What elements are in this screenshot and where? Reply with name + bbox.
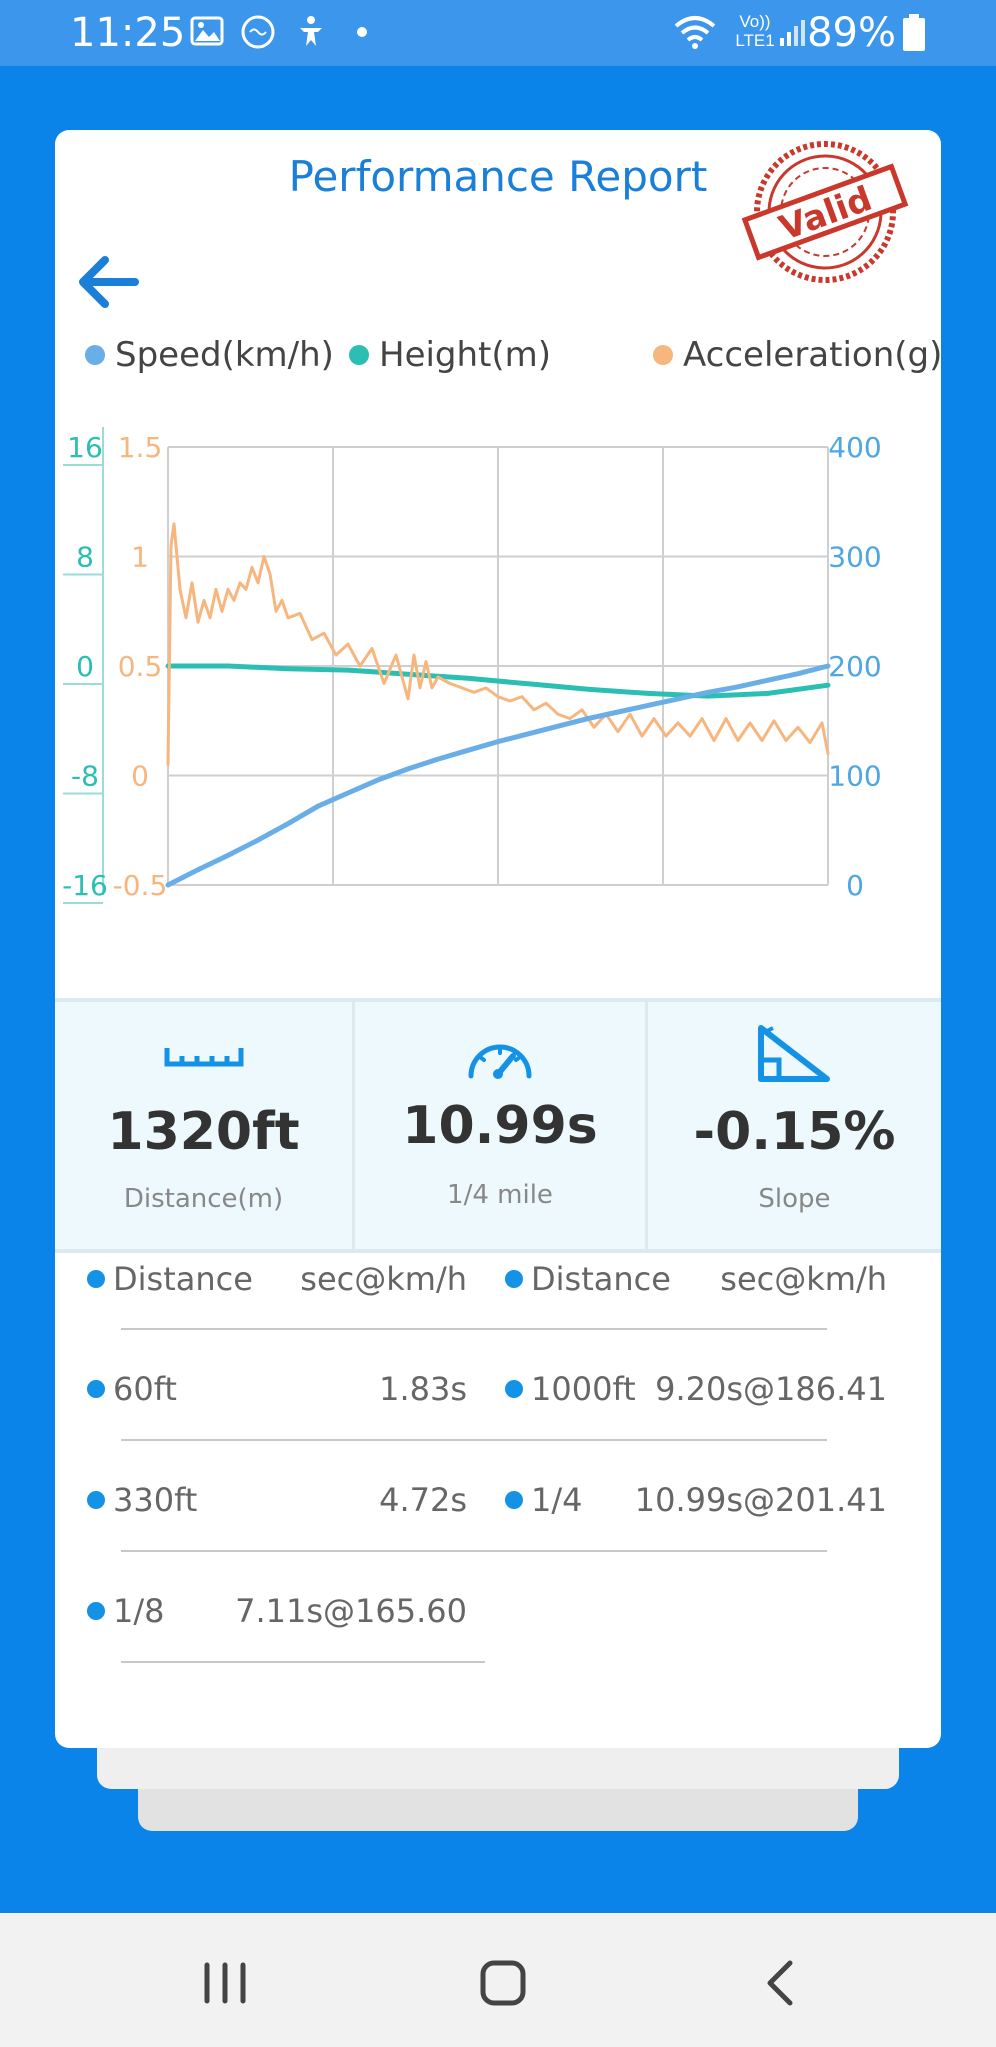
series-line-accel — [166, 522, 830, 767]
accel-axis-label: 1.5 — [118, 431, 163, 464]
back-arrow-icon[interactable] — [73, 240, 153, 320]
report-title: Performance Report — [288, 152, 708, 201]
navigation-bar — [0, 1913, 996, 2047]
bullet-dot — [87, 1380, 105, 1398]
split-row-60ft: 60ft 1.83s — [87, 1370, 467, 1430]
ruler-icon — [164, 1048, 243, 1067]
split-row-1000ft: 1000ft 9.20s@186.41 — [505, 1370, 887, 1430]
dot-icon — [357, 27, 367, 37]
speed-axis-label: 0 — [846, 869, 864, 902]
legend-label-height: Height(m) — [379, 335, 552, 375]
split-name: 60ft — [113, 1370, 177, 1408]
legend-label-speed: Speed(km/h) — [115, 335, 334, 375]
recent-apps-icon[interactable] — [185, 1943, 265, 2023]
height-axis-label: 0 — [76, 650, 94, 683]
split-value: 7.11s@165.60 — [235, 1592, 467, 1630]
stat-quarter-mile-value: 10.99s — [402, 1096, 598, 1156]
split-header-right: Distance sec@km/h — [505, 1260, 887, 1320]
split-header-name: Distance — [531, 1260, 671, 1298]
stat-distance-label: Distance(m) — [123, 1184, 284, 1214]
stat-distance-value: 1320ft — [107, 1102, 300, 1162]
split-value: 4.72s — [379, 1481, 467, 1519]
split-divider — [121, 1328, 827, 1330]
accel-axis-label: 1 — [131, 541, 149, 574]
split-value: 10.99s@201.41 — [634, 1481, 887, 1519]
split-name: 1/4 — [531, 1481, 583, 1519]
bullet-dot — [87, 1602, 105, 1620]
legend-dot-height — [349, 344, 369, 365]
battery-icon — [903, 14, 925, 51]
speedometer-icon — [468, 1044, 532, 1079]
bullet-dot — [87, 1491, 105, 1509]
stat-quarter-mile: 10.99s 1/4 mile — [355, 1002, 645, 1249]
split-row-eighth: 1/8 7.11s@165.60 — [87, 1592, 467, 1652]
bullet-dot — [505, 1491, 523, 1509]
height-axis-label: 16 — [67, 431, 103, 464]
stat-slope-value: -0.15% — [693, 1102, 896, 1162]
speed-axis-label: 300 — [828, 541, 881, 574]
slope-icon — [757, 1025, 830, 1082]
gallery-icon — [190, 16, 224, 46]
split-header-left: Distance sec@km/h — [87, 1260, 467, 1320]
bullet-dot — [505, 1270, 523, 1288]
accessibility-icon — [300, 16, 322, 46]
split-header-name: Distance — [113, 1260, 253, 1298]
bullet-dot — [87, 1270, 105, 1288]
valid-stamp: Valid — [741, 141, 909, 283]
home-icon[interactable] — [463, 1943, 543, 2023]
battery-percent: 89% — [807, 10, 896, 56]
split-name: 1/8 — [113, 1592, 165, 1630]
stat-quarter-mile-label: 1/4 mile — [447, 1180, 553, 1210]
status-time: 11:25 — [70, 10, 186, 56]
sync-icon — [241, 15, 275, 49]
legend-item-height: Height(m) — [349, 335, 551, 375]
legend-dot-acceleration — [653, 344, 673, 365]
accel-axis-label: 0.5 — [118, 650, 163, 683]
split-header-value: sec@km/h — [300, 1260, 467, 1298]
stat-divider — [645, 1002, 648, 1249]
report-card: Performance Report Valid Speed(km/h) Hei… — [55, 130, 941, 1748]
split-value: 9.20s@186.41 — [655, 1370, 887, 1408]
split-name: 330ft — [113, 1481, 198, 1519]
legend-item-acceleration: Acceleration(g) — [653, 335, 941, 375]
performance-chart[interactable]: 16 8 0 -8 -16 1.5 1 0.5 0 -0.5 400 300 200 100 0 — [55, 400, 941, 1000]
stat-divider — [352, 1002, 355, 1249]
stat-slope: -0.15% Slope — [648, 1002, 941, 1249]
split-value: 1.83s — [379, 1370, 467, 1408]
split-divider — [121, 1661, 485, 1663]
legend-label-acceleration: Acceleration(g) — [683, 335, 941, 375]
split-divider — [121, 1550, 827, 1552]
height-axis-label: -16 — [62, 869, 108, 902]
speed-axis-label: 400 — [828, 431, 881, 464]
legend-dot-speed — [85, 344, 105, 365]
signal-icon — [780, 20, 805, 46]
back-nav-icon[interactable] — [742, 1943, 822, 2023]
stat-distance: 1320ft Distance(m) — [55, 1002, 352, 1249]
split-name: 1000ft — [531, 1370, 636, 1408]
bullet-dot — [505, 1380, 523, 1398]
stat-slope-label: Slope — [758, 1184, 831, 1214]
height-axis-label: -8 — [71, 760, 99, 793]
status-bar: 11:25 Vo)) LTE1 89% — [0, 0, 996, 66]
speed-axis-label: 200 — [828, 650, 881, 683]
split-divider — [121, 1439, 827, 1441]
height-axis-label: 8 — [76, 541, 94, 574]
series-line-speed — [165, 663, 831, 888]
accel-axis-label: 0 — [131, 760, 149, 793]
split-header-value: sec@km/h — [720, 1260, 887, 1298]
wifi-icon — [674, 16, 716, 49]
split-row-quarter: 1/4 10.99s@201.41 — [505, 1481, 887, 1541]
volte-icon: Vo)) LTE1 — [735, 12, 775, 50]
split-row-330ft: 330ft 4.72s — [87, 1481, 467, 1541]
speed-axis-label: 100 — [828, 760, 881, 793]
series-line-height — [165, 663, 831, 699]
legend-item-speed: Speed(km/h) — [85, 335, 334, 375]
accel-axis-label: -0.5 — [113, 869, 168, 902]
stats-row: 1320ft Distance(m) 10.99s 1/4 mile -0.15… — [55, 998, 941, 1253]
